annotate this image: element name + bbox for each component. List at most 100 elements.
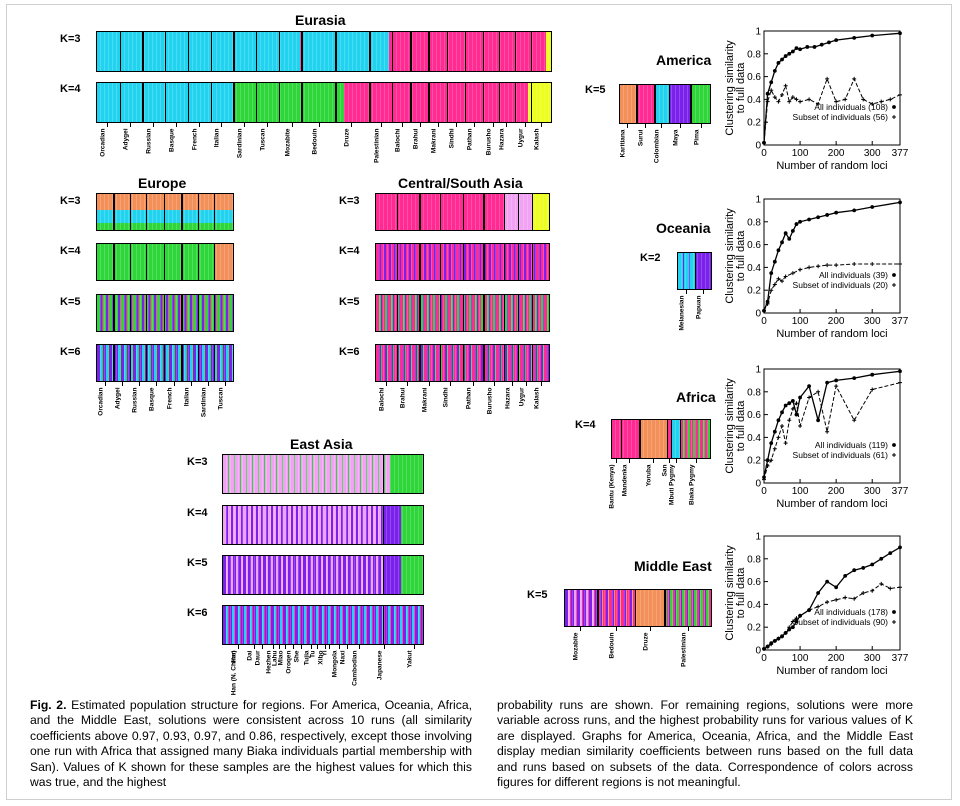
data-point [819,42,824,47]
population-tick [107,123,109,127]
east-asia-k6-panel [222,605,424,645]
population-separator [530,32,532,71]
y-tick-label: 0.2 [747,286,761,297]
data-point [765,91,770,96]
data-point [879,581,884,586]
data-point [798,219,802,224]
cluster-segment [620,85,637,123]
data-point [776,418,781,423]
data-point [888,586,893,591]
x-tick-label: 300 [864,653,881,664]
data-point [780,410,784,415]
population-separator [396,345,399,381]
cluster-segment [388,32,393,71]
population-label: Balochi [378,387,385,411]
cluster-segment [597,590,636,626]
y-tick-label: 0.2 [747,623,761,634]
cluster-segment [347,32,390,71]
population-label: Basque [148,387,156,411]
cluster-segment [636,85,655,123]
population-tick [615,627,617,631]
population-separator [213,295,216,331]
population-separator [483,244,485,280]
y-tick-label: 0 [755,141,761,152]
data-point [798,424,803,428]
cluster-segment [620,420,640,458]
cluster-segment [531,194,549,230]
population-separator [396,194,399,230]
population-tick [300,645,302,649]
data-point [798,99,803,104]
population-tick [272,645,274,649]
population-separator [428,32,430,71]
middle-east-panel [564,589,712,627]
x-tick-label: 0 [761,316,767,327]
plot-frame [763,535,901,651]
data-point [762,477,766,482]
population-separator [410,83,412,122]
cluster-segment [391,455,423,493]
y-axis-label: Clustering similarity [724,545,736,641]
data-point [776,435,781,440]
population-tick [351,123,353,127]
data-point [783,83,788,88]
data-point [790,399,795,403]
y-tick-label: 0.8 [747,554,761,565]
population-label: Orcadian [97,387,105,416]
population-label: Melanesian [678,295,686,331]
africa-panel [611,419,711,459]
east-asia-k6-label: K=6 [187,607,208,619]
y-tick-label: 0.8 [747,387,761,398]
cluster-segment [223,506,384,544]
data-point [776,248,781,253]
population-tick [329,645,331,649]
data-point [879,556,884,561]
individual-stripes [97,83,551,122]
eurasia-k4-panel [96,82,552,123]
data-point [783,274,788,279]
europe-k6-label: K=6 [60,346,81,358]
population-separator [129,345,132,381]
population-separator [145,194,148,230]
data-point [765,644,770,649]
data-point [787,401,792,406]
individual-stripes [223,455,423,493]
cluster-segment [664,590,711,626]
population-tick [262,645,264,649]
data-point [772,259,777,264]
series-line [763,370,901,478]
data-point [834,38,839,43]
population-tick [525,382,527,386]
population-separator [181,244,183,280]
cluster-segment [344,83,510,122]
x-tick-label: 200 [828,148,845,159]
population-tick [347,645,349,649]
data-point [861,591,866,595]
data-point [852,596,857,601]
data-point [780,424,785,428]
csa-k4-label: K=4 [339,245,360,257]
data-point [794,46,799,50]
data-point [772,69,777,73]
population-separator [654,85,656,123]
population-separator [694,253,696,289]
data-point [769,441,774,445]
legend-entry: Subset of individuals (61) [793,450,889,460]
legend-entry: All individuals (39) [819,270,888,280]
cluster-segment [233,83,346,122]
population-separator [597,590,599,626]
population-separator [210,83,212,122]
cluster-segment [383,556,402,594]
population-separator [679,420,681,458]
population-separator [440,345,442,381]
population-tick [339,645,341,649]
africa-title: Africa [676,389,716,405]
population-label: Mozabite [284,128,292,157]
population-separator [635,590,637,626]
data-point [798,395,802,400]
y-tick-label: 0 [755,309,761,320]
population-separator [531,345,534,381]
data-point [783,403,788,408]
x-axis-label: Number of random loci [776,665,887,677]
y-axis-label: to full data [735,400,747,452]
